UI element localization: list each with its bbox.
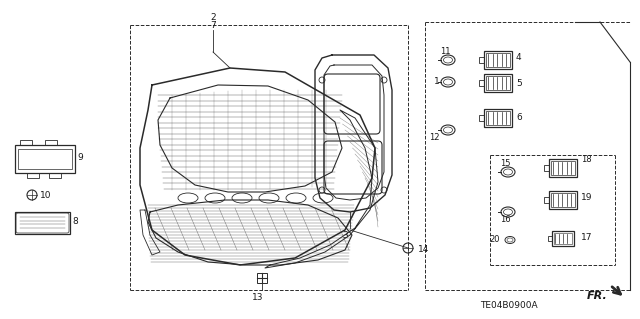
Text: 15: 15: [500, 159, 511, 167]
Bar: [544, 197, 549, 203]
Text: 13: 13: [252, 293, 264, 302]
Bar: [486, 111, 510, 125]
Text: 11: 11: [440, 48, 451, 56]
Text: 4: 4: [516, 54, 522, 63]
Bar: [20, 140, 32, 145]
Bar: [552, 231, 574, 246]
Bar: [551, 193, 575, 207]
Bar: [484, 109, 512, 127]
Text: 7: 7: [210, 20, 216, 29]
Bar: [479, 57, 484, 63]
Text: 20: 20: [490, 235, 500, 244]
Text: 16: 16: [500, 216, 511, 225]
Text: 2: 2: [210, 12, 216, 21]
Bar: [27, 173, 39, 178]
Bar: [479, 80, 484, 86]
Text: 6: 6: [516, 114, 522, 122]
Bar: [15, 145, 75, 173]
Bar: [548, 235, 552, 241]
Bar: [484, 74, 512, 92]
Bar: [549, 191, 577, 209]
Bar: [551, 161, 575, 175]
Bar: [549, 159, 577, 177]
Bar: [257, 273, 267, 283]
Text: 12: 12: [429, 133, 440, 143]
Text: 14: 14: [418, 246, 429, 255]
Text: 8: 8: [72, 218, 77, 226]
Text: 19: 19: [581, 194, 593, 203]
Bar: [486, 53, 510, 67]
Text: FR.: FR.: [587, 291, 608, 301]
Bar: [544, 165, 549, 171]
Text: 17: 17: [581, 234, 593, 242]
Bar: [554, 233, 572, 243]
Text: 18: 18: [581, 155, 591, 165]
Bar: [18, 149, 72, 169]
Bar: [486, 76, 510, 90]
Text: 5: 5: [516, 78, 522, 87]
Bar: [49, 173, 61, 178]
Bar: [15, 212, 70, 234]
Text: TE04B0900A: TE04B0900A: [480, 300, 538, 309]
Bar: [479, 115, 484, 121]
Text: 1: 1: [435, 78, 440, 86]
Text: 9: 9: [77, 153, 83, 162]
Text: 10: 10: [40, 190, 51, 199]
Text: 3: 3: [342, 232, 348, 241]
Bar: [45, 140, 57, 145]
Bar: [484, 51, 512, 69]
